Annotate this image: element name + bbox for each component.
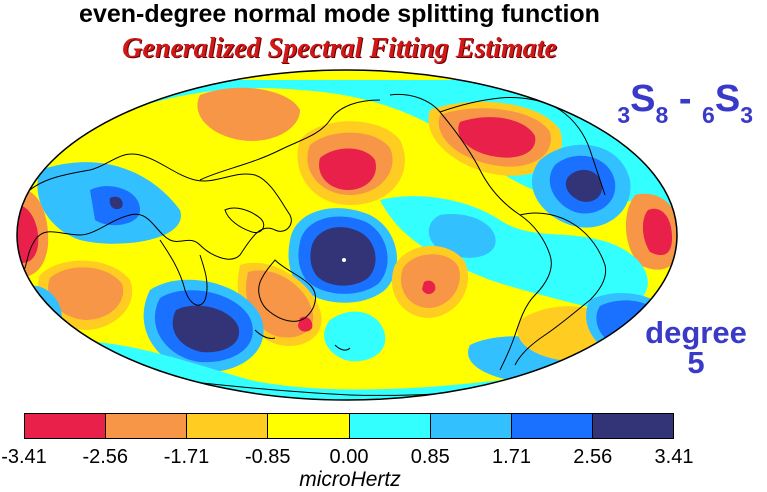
red-core-center — [319, 148, 376, 190]
colorbar-segment — [592, 414, 673, 438]
colorbar-segment — [349, 414, 431, 438]
colorbar-segment — [106, 414, 188, 438]
figure-subtitle: Generalized Spectral Fitting Estimate — [0, 33, 767, 65]
red-dot-australia — [298, 316, 313, 332]
mode-label: 3S8 - 6S3 — [617, 78, 753, 128]
colorbar-tick-label: -2.56 — [82, 446, 129, 468]
mode-separator: - — [668, 78, 703, 120]
map-outline — [16, 69, 678, 401]
coastline-africa-east — [159, 239, 208, 306]
figure-title: even-degree normal mode splitting functi… — [0, 0, 767, 29]
colorbar-segment — [511, 414, 593, 438]
coastline-new-zealand — [334, 344, 351, 351]
coastline-indonesia — [224, 207, 265, 234]
degree-label: degree 5 — [640, 315, 752, 380]
red-core-far-east — [642, 208, 672, 256]
degree-word: degree — [645, 315, 747, 350]
red-core-northeast — [458, 117, 536, 158]
coastline-south-america — [514, 212, 607, 366]
center-marker — [342, 258, 346, 262]
colorbar-tick-label: 0.00 — [329, 446, 369, 468]
colorbar-units: microHertz — [299, 468, 401, 491]
colorbar-tick-label: -1.71 — [163, 446, 210, 468]
colorbar — [24, 413, 674, 439]
mode-letter1: S — [630, 78, 656, 120]
mode-n2: 6 — [702, 102, 715, 128]
colorbar-tick-label: 2.56 — [573, 446, 613, 468]
degree-value: 5 — [687, 345, 705, 380]
figure-title-text: even-degree normal mode splitting functi… — [79, 0, 600, 28]
figure-subtitle-text: Generalized Spectral Fitting Estimate — [122, 33, 557, 64]
coastline-eurasia-africa — [19, 153, 292, 276]
coastline-asia-north — [199, 99, 381, 181]
colorbar-segment — [187, 414, 269, 438]
mode-n1: 3 — [617, 102, 631, 128]
map-field — [17, 70, 677, 400]
colorbar-tick-label: 1.71 — [492, 446, 531, 468]
dark-core-center — [310, 227, 376, 286]
mode-l2: 3 — [740, 102, 753, 128]
red-dot-south-center — [422, 280, 436, 295]
dark-core-far-southwest — [17, 311, 36, 342]
mode-letter2: S — [714, 78, 741, 120]
mode-l1: 8 — [655, 102, 669, 128]
orange-region-southwest — [48, 267, 124, 320]
dark-core-east — [565, 169, 603, 202]
coastline-north-america — [439, 97, 606, 196]
coastline-australia — [258, 259, 316, 322]
coastline-americas-west — [389, 93, 552, 371]
blue-patch-east — [428, 214, 496, 258]
colorbar-tick-label: 3.41 — [654, 446, 694, 468]
dark-core-west — [109, 196, 123, 210]
dark-core-south-west — [172, 305, 240, 353]
coastline-tasmania — [254, 329, 276, 339]
blue-region-far-southwest — [17, 298, 48, 348]
colorbar-tick-label: -0.85 — [244, 446, 291, 468]
colorbar-tick-label: -3.41 — [1, 446, 47, 468]
coastlines — [19, 93, 661, 396]
orange-region-north — [197, 87, 300, 141]
colorbar-tick-label: 0.85 — [410, 446, 450, 468]
colorbar-segment — [25, 414, 107, 438]
colorbar-segment — [430, 414, 512, 438]
red-core-far-west — [17, 205, 39, 264]
colorbar-segment — [268, 414, 350, 438]
